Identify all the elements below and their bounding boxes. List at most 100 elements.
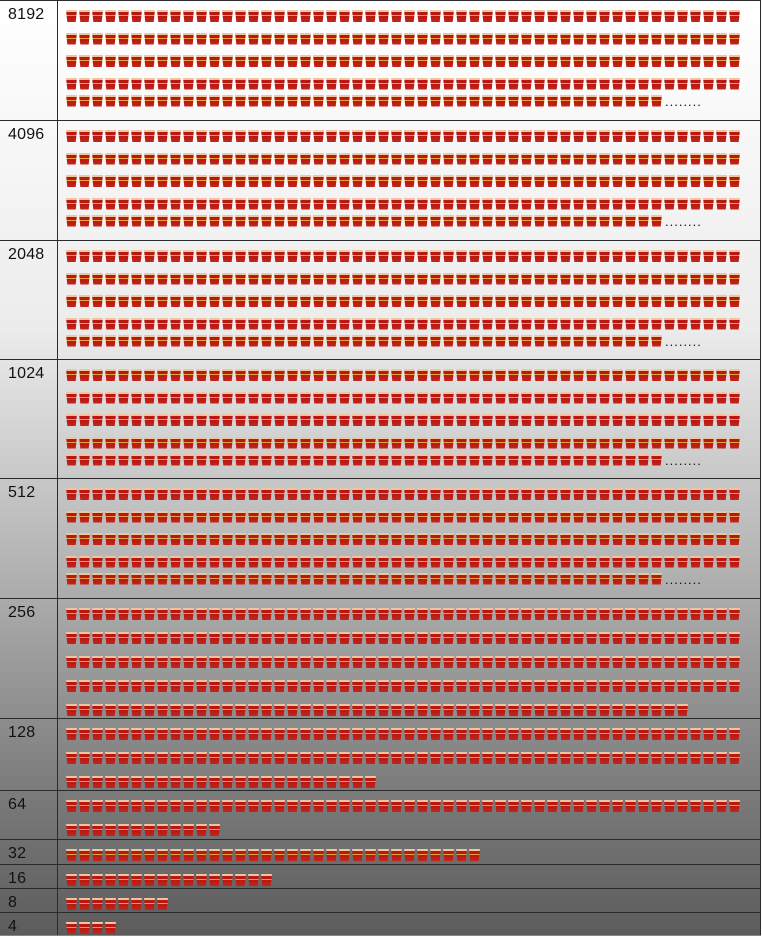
bucket-icon [66,272,77,285]
bucket-icon [404,295,415,307]
bucket-icon [79,510,90,523]
bucket-icon [443,77,454,90]
bucket-icon [677,555,688,568]
bucket-icon [586,572,597,585]
bucket-icon [105,849,116,861]
bucket-icon [79,77,90,90]
bucket-icon [560,197,571,210]
bucket-icon [144,824,155,836]
bucket-icon [495,800,506,812]
bucket-icon [456,608,467,620]
bucket-icon [131,391,142,404]
bucket-icon [664,197,675,210]
bucket-icon [235,533,246,545]
bucket-icon [326,32,337,45]
bucket-icon [131,704,142,716]
bucket-icon [183,214,194,227]
bucket-icon [521,175,532,187]
bucket-icon [300,752,311,764]
bucket-icon [560,152,571,165]
bucket-icon [547,608,558,620]
bucket-icon [235,175,246,187]
bucket-icon [586,214,597,227]
bucket-icon [534,704,545,716]
bucket-icon [430,533,441,545]
bucket-icon [157,752,168,764]
bucket-line [66,294,742,307]
bucket-icon [625,317,636,330]
bucket-icon [482,608,493,620]
bucket-icon [599,800,610,812]
bucket-icon [183,130,194,142]
bucket-icon [677,197,688,210]
bucket-icon [534,391,545,404]
bucket-icon [664,369,675,381]
bucket-icon [235,728,246,740]
bucket-icon [313,334,324,347]
bucket-icon [378,32,389,45]
bucket-icon [677,250,688,262]
bucket-icon [222,453,233,466]
bucket-icon [170,175,181,187]
bucket-icon [521,10,532,22]
bucket-icon [625,214,636,227]
bucket-icon [638,680,649,692]
bucket-icon [677,10,688,22]
bucket-icon [391,555,402,568]
bucket-icon [222,130,233,142]
bucket-icon [313,130,324,142]
bucket-icon [586,436,597,449]
bucket-line: ........ [66,94,702,108]
bucket-icon [729,317,740,330]
bucket-line [66,679,742,692]
bucket-icon [664,414,675,426]
bucket-icon [209,152,220,165]
bucket-icon [222,608,233,620]
bucket-icon [222,874,233,886]
bucket-icon [118,436,129,449]
bucket-icon [690,32,701,45]
bucket-icon [469,533,480,545]
bucket-icon [508,391,519,404]
bucket-icon [612,680,623,692]
bucket-icon [66,77,77,90]
bucket-icon [79,704,90,716]
bucket-icon [274,94,285,107]
bucket-icon [378,175,389,187]
bucket-icon [664,295,675,307]
bucket-icon [66,414,77,426]
bucket-icon [66,800,77,812]
bucket-icon [261,555,272,568]
bucket-icon [261,874,272,886]
row-label-cell: 1024 [0,360,58,478]
bucket-icon [79,250,90,262]
bucket-icon [651,728,662,740]
bucket-icon [651,608,662,620]
bucket-icon [326,334,337,347]
bucket-line [66,751,742,764]
bucket-icon [495,680,506,692]
bucket-icon [339,608,350,620]
bucket-icon [690,488,701,500]
bucket-icon [352,453,363,466]
bucket-icon [118,608,129,620]
bucket-icon [612,334,623,347]
bucket-icon [300,776,311,788]
truncation-ellipsis: ........ [665,213,702,229]
bucket-icon [248,272,259,285]
bucket-icon [521,510,532,523]
bucket-icon [274,197,285,210]
bucket-icon [586,77,597,90]
bucket-icon [66,510,77,523]
bucket-icon [300,555,311,568]
bucket-icon [326,608,337,620]
bucket-icon [196,800,207,812]
bucket-icon [560,632,571,644]
bucket-icon [547,414,558,426]
bucket-icon [495,391,506,404]
table-right-border [760,0,761,936]
bucket-icon [495,453,506,466]
bucket-icon [66,488,77,500]
bucket-icon [274,391,285,404]
bucket-icon [105,250,116,262]
